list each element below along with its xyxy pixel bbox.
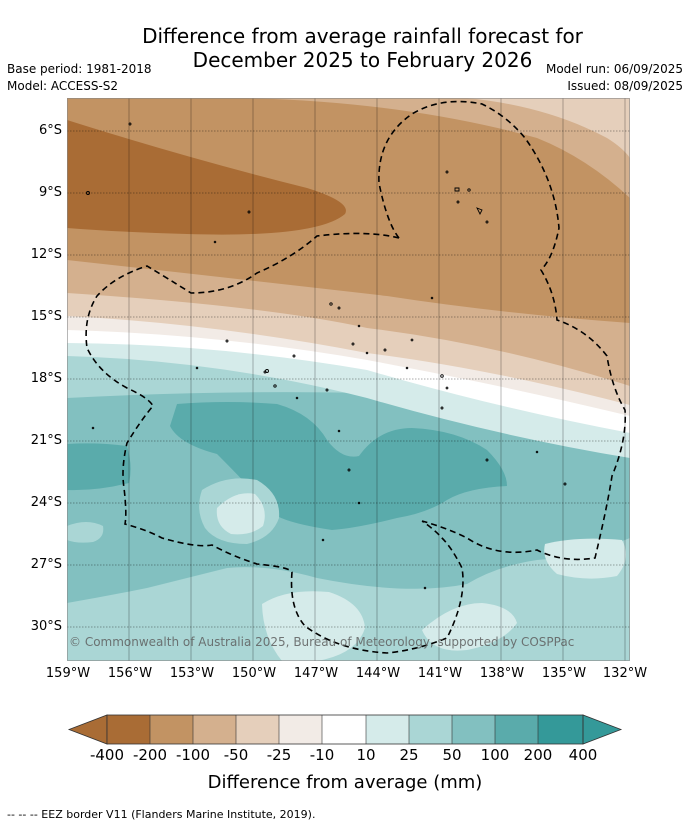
lon-label: 144°W [355,666,401,681]
lat-label: 12°S [30,247,62,262]
colorbar-tick: -100 [175,746,211,764]
chart-title-line1: Difference from average rainfall forecas… [142,24,583,48]
lat-label: 30°S [30,619,62,634]
lon-label: 150°W [231,666,277,681]
colorbar-tick: -200 [132,746,168,764]
lat-label: 9°S [38,185,62,200]
colorbar-swatch-n200 [150,715,193,744]
model-run-date: Model run: 06/09/2025 [545,62,683,76]
graticule [67,130,630,628]
colorbar-tick: 400 [568,746,598,764]
model-name: Model: ACCESS-S2 [7,79,119,93]
eez-legend: -- -- -- EEZ border V11 (Flanders Marine… [7,808,316,821]
lon-label: 147°W [293,666,339,681]
lon-label: 141°W [417,666,463,681]
lon-label: 135°W [541,666,587,681]
islands [86,122,567,590]
band-p100 [170,402,507,530]
colorbar-tick: 200 [523,746,553,764]
colorbar-tick: 25 [399,746,419,764]
colorbar-tick: -10 [309,746,335,764]
lat-label: 18°S [30,371,62,386]
lat-label: 24°S [30,495,62,510]
colorbar-tick: -400 [89,746,125,764]
colorbar [67,714,623,745]
eez-border-french-polynesia [85,100,627,654]
colorbar-swatch-n25 [279,715,322,744]
lon-label: 138°W [479,666,525,681]
band-p100-west [67,443,131,491]
issued-date: Issued: 08/09/2025 [567,79,683,93]
lon-label: 156°W [107,666,153,681]
copyright-notice: © Commonwealth of Australia 2025, Bureau… [69,635,575,649]
lon-label: 153°W [169,666,215,681]
colorbar-tick: 100 [480,746,510,764]
colorbar-swatch-p100 [495,715,538,744]
colorbar-swatch-p25 [409,715,452,744]
chart-title-line2: December 2025 to February 2026 [192,48,533,72]
lat-label: 6°S [38,123,62,138]
band-n200 [67,98,630,323]
band-p25-west-blob [67,522,104,543]
colorbar-swatch-n100 [193,715,236,744]
colorbar-swatch-n400 [107,715,150,744]
band-n50-top [467,98,630,158]
colorbar-swatch-p50 [452,715,495,744]
colorbar-arrow-low [67,714,108,745]
lon-label: 132°W [602,666,648,681]
band-p10-a [216,493,265,535]
colorbar-label: Difference from average (mm) [207,772,483,793]
colorbar-swatch-p10 [366,715,409,744]
band-n400 [67,120,346,235]
lon-label: 159°W [45,666,91,681]
meridians [128,98,626,661]
colorbar-tick: 50 [442,746,462,764]
colorbar-tick: -50 [223,746,249,764]
colorbar-swatch-p200 [538,715,583,744]
colorbar-arrow-high [582,714,623,745]
colorbar-tick: 10 [356,746,376,764]
lat-label: 27°S [30,557,62,572]
colorbar-swatch-n50 [236,715,279,744]
colorbar-tick: -25 [266,746,292,764]
base-period: Base period: 1981-2018 [7,62,152,76]
rainfall-anomaly-map [67,98,630,661]
lat-label: 15°S [30,309,62,324]
colorbar-swatch-n10 [322,715,366,744]
map-svg [67,98,630,661]
lat-label: 21°S [30,433,62,448]
band-n100-top [247,98,630,198]
